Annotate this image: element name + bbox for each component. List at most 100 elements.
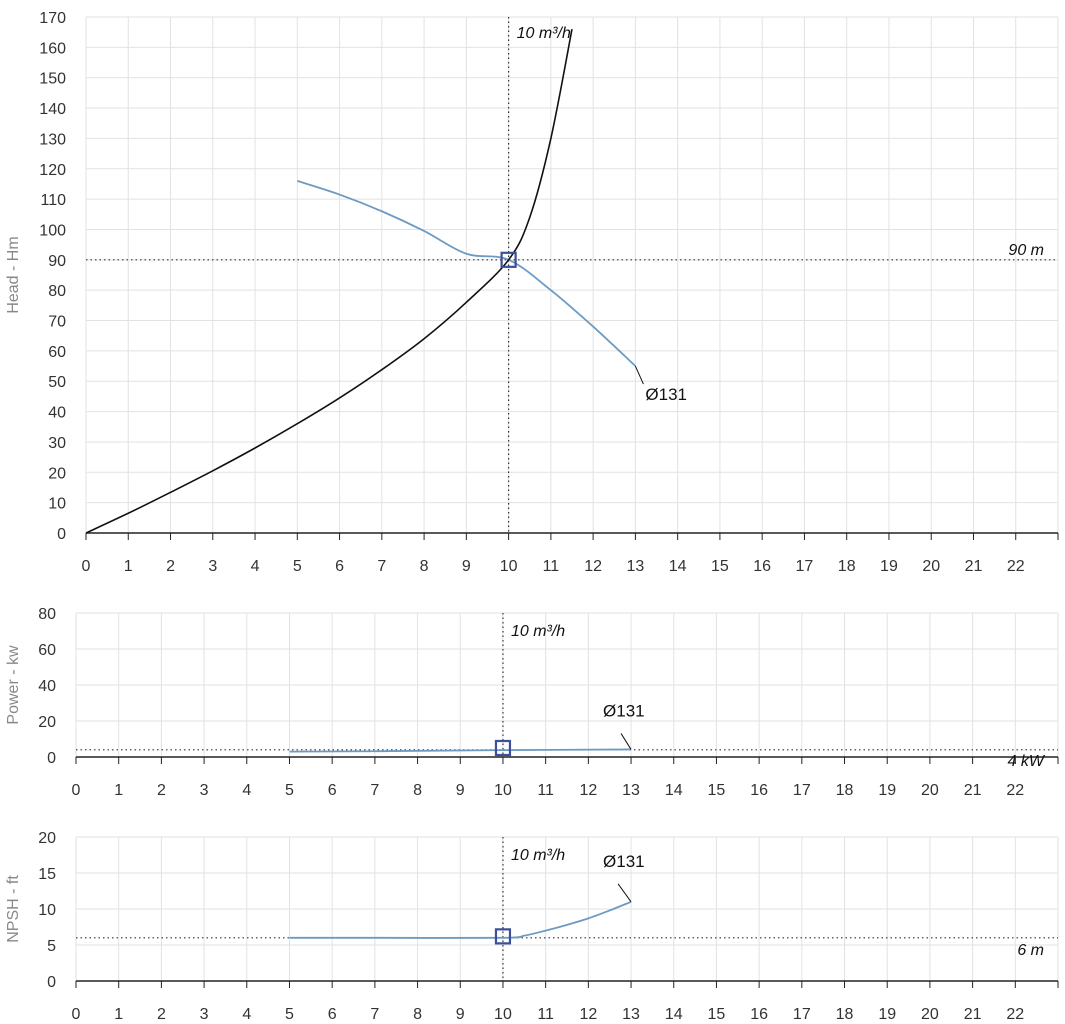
head-series-0-line bbox=[297, 180, 637, 367]
head-y-tick-label: 140 bbox=[39, 101, 66, 118]
head-chart: 0 1 2 3 4 5 6 7 8 9 10 11 12 13 14 15 16 17 18 19 20 21 220102… bbox=[5, 10, 1059, 575]
npsh-x-tick-label: 20 bbox=[921, 1006, 939, 1023]
head-y-tick-label: 40 bbox=[48, 405, 66, 422]
head-x-tick-label: 17 bbox=[796, 558, 814, 575]
npsh-x-tick-label: 3 bbox=[200, 1006, 209, 1023]
head-x-tick-label: 21 bbox=[965, 558, 983, 575]
power-x-tick-label: 7 bbox=[370, 782, 379, 799]
power-x-tick-label: 21 bbox=[964, 782, 982, 799]
power-x-tick-label: 2 bbox=[157, 782, 166, 799]
npsh-x-tick-label: 14 bbox=[665, 1006, 683, 1023]
npsh-y-tick-label: 15 bbox=[38, 866, 56, 883]
power-x-tick-label: 0 bbox=[72, 782, 81, 799]
power-y-tick-label: 60 bbox=[38, 642, 56, 659]
npsh-y-tick-label: 10 bbox=[38, 902, 56, 919]
head-x-tick-label: 5 bbox=[293, 558, 302, 575]
head-y-tick-label: 70 bbox=[48, 314, 66, 331]
head-value-label: 90 m bbox=[1008, 242, 1044, 259]
power-x-tick-label: 13 bbox=[622, 782, 640, 799]
power-y-tick-label: 80 bbox=[38, 606, 56, 623]
npsh-x-tick-label: 11 bbox=[537, 1006, 554, 1023]
npsh-x-tick-label: 8 bbox=[413, 1006, 422, 1023]
power-x-tick-label: 1 bbox=[114, 782, 123, 799]
head-y-tick-label: 10 bbox=[48, 496, 66, 513]
npsh-x-tick-label: 2 bbox=[157, 1006, 166, 1023]
npsh-x-tick-label: 22 bbox=[1006, 1006, 1024, 1023]
power-x-tick-label: 16 bbox=[750, 782, 768, 799]
power-x-tick-label: 18 bbox=[836, 782, 854, 799]
power-y-tick-label: 20 bbox=[38, 714, 56, 731]
npsh-x-tick-label: 15 bbox=[708, 1006, 726, 1023]
power-x-tick-label: 19 bbox=[878, 782, 896, 799]
head-x-tick-label: 16 bbox=[753, 558, 771, 575]
power-operating-point-marker bbox=[494, 739, 512, 757]
npsh-x-tick-label: 4 bbox=[242, 1006, 251, 1023]
power-x-tick-label: 22 bbox=[1006, 782, 1024, 799]
npsh-x-tick-label: 21 bbox=[964, 1006, 982, 1023]
power-x-tick-label: 11 bbox=[537, 782, 554, 799]
power-y-tick-label: 0 bbox=[47, 750, 56, 767]
npsh-y-tick-label: 20 bbox=[38, 830, 56, 847]
head-y-tick-label: 160 bbox=[39, 40, 66, 57]
head-y-tick-label: 0 bbox=[57, 526, 66, 543]
npsh-y-tick-label: 5 bbox=[47, 938, 56, 955]
npsh-x-tick-label: 5 bbox=[285, 1006, 294, 1023]
power-x-tick-label: 8 bbox=[413, 782, 422, 799]
power-x-tick-label: 17 bbox=[793, 782, 811, 799]
npsh-x-tick-label: 13 bbox=[622, 1006, 640, 1023]
npsh-x-tick-label: 7 bbox=[370, 1006, 379, 1023]
head-flow-label: 10 m³/h bbox=[517, 25, 571, 42]
head-x-tick-label: 10 bbox=[500, 558, 518, 575]
head-curve-label-leader bbox=[634, 365, 644, 385]
head-y-tick-label: 20 bbox=[48, 465, 66, 482]
npsh-flow-label: 10 m³/h bbox=[511, 847, 565, 864]
npsh-x-tick-label: 12 bbox=[579, 1006, 597, 1023]
npsh-x-tick-label: 10 bbox=[494, 1006, 512, 1023]
head-x-tick-label: 2 bbox=[166, 558, 175, 575]
head-x-tick-label: 9 bbox=[462, 558, 471, 575]
head-x-tick-label: 20 bbox=[922, 558, 940, 575]
head-operating-point-marker bbox=[500, 251, 517, 268]
npsh-x-tick-label: 6 bbox=[328, 1006, 337, 1023]
npsh-y-tick-label: 0 bbox=[47, 974, 56, 991]
npsh-operating-point-marker bbox=[494, 928, 512, 945]
head-x-tick-label: 15 bbox=[711, 558, 729, 575]
head-x-tick-label: 1 bbox=[124, 558, 133, 575]
power-x-tick-label: 3 bbox=[200, 782, 209, 799]
head-y-tick-label: 110 bbox=[40, 192, 66, 209]
npsh-value-label: 6 m bbox=[1017, 942, 1044, 959]
head-x-tick-label: 11 bbox=[543, 558, 560, 575]
head-x-tick-label: 7 bbox=[377, 558, 386, 575]
head-x-tick-label: 12 bbox=[584, 558, 602, 575]
power-x-tick-label: 9 bbox=[456, 782, 465, 799]
power-x-tick-label: 4 bbox=[242, 782, 251, 799]
power-series-0-line bbox=[289, 748, 632, 753]
npsh-x-tick-label: 0 bbox=[72, 1006, 81, 1023]
head-y-tick-label: 90 bbox=[48, 253, 66, 270]
head-y-tick-label: 60 bbox=[48, 344, 66, 361]
head-y-tick-label: 120 bbox=[39, 162, 66, 179]
npsh-curve-label: Ø131 bbox=[603, 852, 645, 871]
head-y-axis-title: Head - Hm bbox=[5, 236, 22, 313]
npsh-x-tick-label: 9 bbox=[456, 1006, 465, 1023]
head-curve-label: Ø131 bbox=[645, 385, 687, 404]
head-x-tick-label: 13 bbox=[626, 558, 644, 575]
npsh-x-tick-label: 16 bbox=[750, 1006, 768, 1023]
head-y-tick-label: 130 bbox=[39, 131, 66, 148]
head-x-tick-label: 6 bbox=[335, 558, 344, 575]
head-x-tick-label: 14 bbox=[669, 558, 687, 575]
head-y-tick-label: 150 bbox=[39, 71, 66, 88]
head-x-tick-label: 8 bbox=[420, 558, 429, 575]
head-x-tick-label: 22 bbox=[1007, 558, 1025, 575]
npsh-curve-label-leader bbox=[617, 883, 632, 903]
power-y-tick-label: 40 bbox=[38, 678, 56, 695]
power-x-tick-label: 20 bbox=[921, 782, 939, 799]
power-x-tick-label: 10 bbox=[494, 782, 512, 799]
power-x-tick-label: 14 bbox=[665, 782, 683, 799]
power-x-tick-label: 6 bbox=[328, 782, 337, 799]
head-y-tick-label: 80 bbox=[48, 283, 66, 300]
power-curve-label-leader bbox=[620, 733, 632, 750]
npsh-x-tick-label: 17 bbox=[793, 1006, 811, 1023]
